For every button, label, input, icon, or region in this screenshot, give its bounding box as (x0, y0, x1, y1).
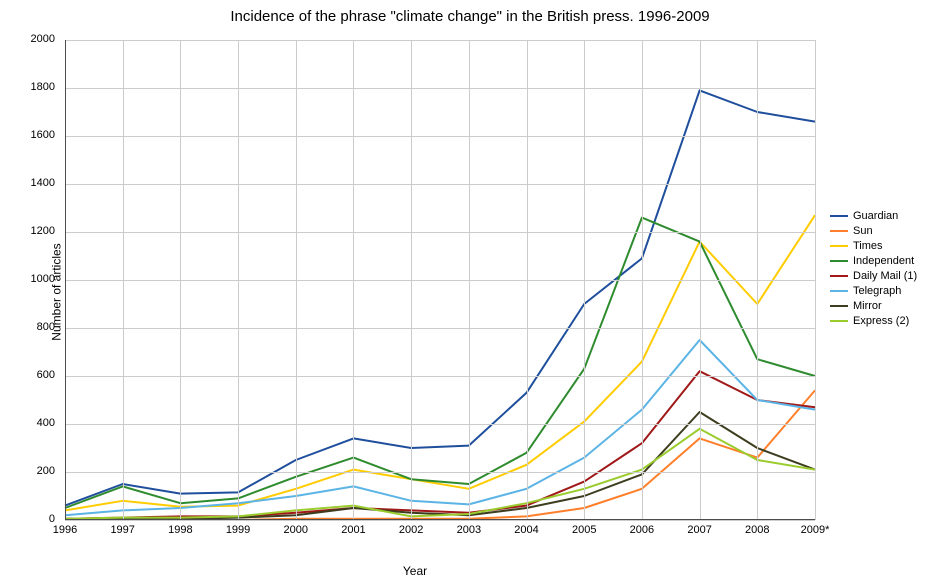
y-tick-label: 400 (0, 417, 55, 429)
legend-item: Sun (830, 225, 917, 237)
gridline-y (65, 40, 815, 41)
series-line (65, 90, 815, 505)
x-tick-label: 2001 (333, 524, 373, 536)
y-tick-label: 600 (0, 369, 55, 381)
legend-swatch (830, 245, 848, 247)
gridline-x (353, 40, 354, 520)
x-tick-label: 2007 (680, 524, 720, 536)
legend-item: Daily Mail (1) (830, 270, 917, 282)
y-tick-label: 1200 (0, 225, 55, 237)
gridline-y (65, 472, 815, 473)
gridline-y (65, 520, 815, 521)
legend-swatch (830, 215, 848, 217)
x-tick-label: 1996 (45, 524, 85, 536)
x-tick-label: 2003 (449, 524, 489, 536)
gridline-x (527, 40, 528, 520)
series-line (65, 390, 815, 520)
legend-label: Mirror (853, 300, 882, 312)
series-line (65, 371, 815, 519)
gridline-x (238, 40, 239, 520)
legend-item: Times (830, 240, 917, 252)
y-tick-label: 1600 (0, 129, 55, 141)
gridline-x (296, 40, 297, 520)
legend-item: Express (2) (830, 315, 917, 327)
axis-left (65, 40, 66, 520)
gridline-x (411, 40, 412, 520)
gridline-y (65, 232, 815, 233)
gridline-y (65, 88, 815, 89)
x-tick-label: 2004 (507, 524, 547, 536)
gridline-y (65, 328, 815, 329)
legend-swatch (830, 320, 848, 322)
legend-item: Mirror (830, 300, 917, 312)
series-line (65, 218, 815, 508)
gridline-x (584, 40, 585, 520)
legend-swatch (830, 230, 848, 232)
x-tick-label: 2002 (391, 524, 431, 536)
plot-area (65, 40, 815, 520)
x-tick-label: 1998 (160, 524, 200, 536)
y-tick-label: 1000 (0, 273, 55, 285)
series-line (65, 215, 815, 510)
x-axis-label: Year (0, 564, 830, 578)
y-tick-label: 1400 (0, 177, 55, 189)
gridline-x (757, 40, 758, 520)
legend-swatch (830, 290, 848, 292)
series-line (65, 340, 815, 515)
x-tick-label: 2005 (564, 524, 604, 536)
legend-swatch (830, 275, 848, 277)
series-line (65, 429, 815, 519)
x-tick-label: 1997 (103, 524, 143, 536)
legend-label: Guardian (853, 210, 898, 222)
gridline-y (65, 424, 815, 425)
x-tick-label: 2000 (276, 524, 316, 536)
legend-item: Guardian (830, 210, 917, 222)
gridline-x (815, 40, 816, 520)
gridline-x (642, 40, 643, 520)
chart-container: Incidence of the phrase "climate change"… (0, 0, 940, 584)
gridline-y (65, 184, 815, 185)
legend-swatch (830, 260, 848, 262)
gridline-x (180, 40, 181, 520)
legend-label: Telegraph (853, 285, 901, 297)
legend: Guardian Sun Times Independent Daily Mail (1… (830, 210, 917, 330)
y-tick-label: 800 (0, 321, 55, 333)
x-tick-label: 1999 (218, 524, 258, 536)
gridline-x (123, 40, 124, 520)
legend-item: Telegraph (830, 285, 917, 297)
legend-label: Sun (853, 225, 873, 237)
legend-label: Independent (853, 255, 914, 267)
chart-title: Incidence of the phrase "climate change"… (0, 8, 940, 25)
legend-item: Independent (830, 255, 917, 267)
y-tick-label: 200 (0, 465, 55, 477)
x-tick-label: 2006 (622, 524, 662, 536)
legend-label: Times (853, 240, 883, 252)
y-tick-label: 1800 (0, 81, 55, 93)
axis-bottom (65, 519, 815, 520)
y-tick-label: 2000 (0, 33, 55, 45)
legend-label: Express (2) (853, 315, 909, 327)
legend-label: Daily Mail (1) (853, 270, 917, 282)
x-tick-label: 2008 (737, 524, 777, 536)
legend-swatch (830, 305, 848, 307)
gridline-y (65, 376, 815, 377)
gridline-y (65, 136, 815, 137)
gridline-x (469, 40, 470, 520)
gridline-x (700, 40, 701, 520)
x-tick-label: 2009* (795, 524, 835, 536)
gridline-y (65, 280, 815, 281)
